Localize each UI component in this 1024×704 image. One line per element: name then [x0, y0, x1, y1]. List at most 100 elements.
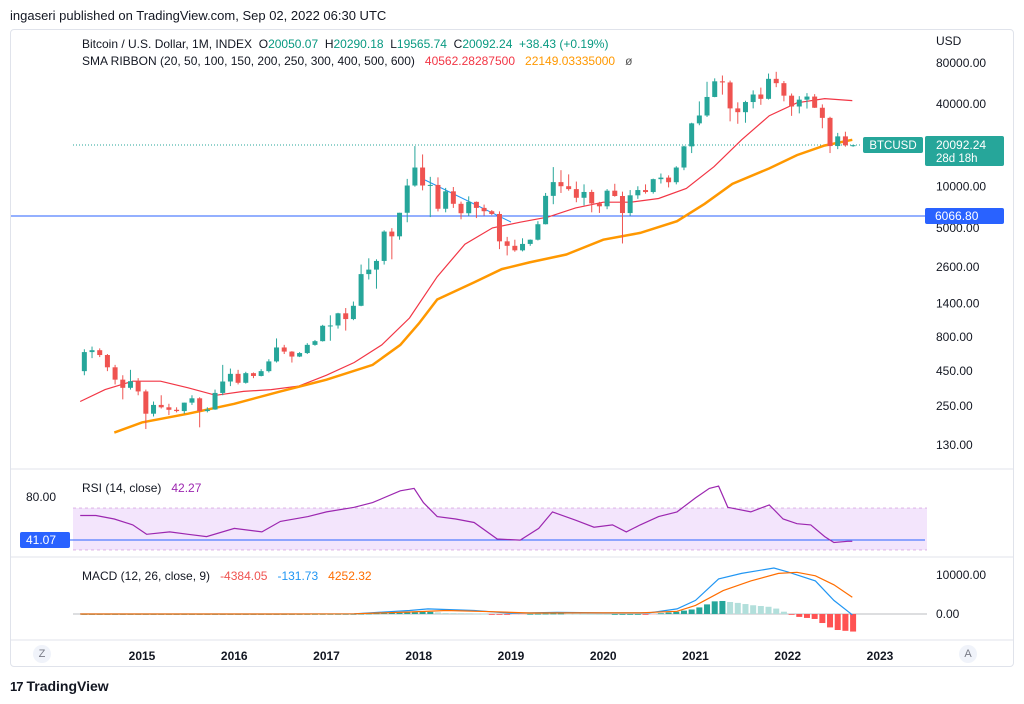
candle-body	[781, 83, 787, 96]
candle	[404, 178, 410, 223]
sma-title[interactable]: SMA RIBBON (20, 50, 100, 150, 200, 250, …	[82, 54, 415, 68]
candle-body	[489, 211, 495, 214]
macd-histogram-bar	[511, 614, 518, 615]
candle	[812, 94, 818, 108]
macd-histogram-bar	[519, 614, 526, 615]
candle	[589, 189, 595, 213]
sma-slow-line	[113, 138, 853, 434]
candle-body	[112, 367, 118, 380]
macd-histogram-bar	[719, 600, 726, 614]
candle-body	[143, 391, 149, 414]
candle	[97, 348, 103, 358]
candle	[220, 364, 226, 396]
macd-histogram-bar	[673, 611, 680, 614]
symbol-badge-text: BTCUSD	[869, 140, 916, 152]
tradingview-brand-text: TradingView	[26, 678, 109, 694]
candle	[735, 102, 741, 124]
sma-value-1: 40562.28287500	[424, 54, 515, 68]
candle-body	[343, 313, 349, 320]
candle	[635, 186, 641, 199]
price-axis-label: 2600.00	[936, 260, 980, 274]
candle	[343, 308, 349, 331]
candle	[289, 351, 295, 363]
candle	[543, 192, 549, 225]
candle	[681, 145, 687, 171]
candle	[158, 395, 164, 409]
candle-body	[427, 184, 433, 186]
candle	[458, 201, 464, 220]
candle-body	[212, 392, 218, 410]
zoom-button[interactable]: Z	[33, 645, 51, 663]
candle	[758, 87, 764, 105]
low-label: L	[390, 37, 397, 51]
candle-body	[727, 82, 733, 109]
candle-body	[712, 81, 718, 97]
rsi-current-badge-text: 41.07	[26, 533, 56, 547]
candle-body	[358, 274, 364, 306]
candle	[227, 368, 233, 387]
candle	[235, 369, 241, 385]
candle-body	[389, 231, 395, 237]
candle-body	[766, 78, 772, 99]
candle-body	[596, 203, 602, 207]
macd-histogram-bar	[750, 605, 757, 614]
sma-fast-line	[79, 97, 853, 403]
candle-body	[742, 102, 748, 113]
auto-scale-button[interactable]: A	[959, 645, 977, 663]
candle-body	[566, 186, 572, 190]
candle	[166, 403, 172, 416]
candle-body	[420, 167, 426, 186]
candle	[627, 190, 633, 216]
rsi-title[interactable]: RSI (14, close)	[82, 481, 162, 495]
price-axis-label: 800.00	[936, 330, 973, 344]
symbol-title[interactable]: Bitcoin / U.S. Dollar, 1M, INDEX	[82, 37, 253, 51]
tradingview-logo[interactable]: 17 TradingView	[10, 678, 109, 694]
macd-histogram-bar	[404, 612, 411, 614]
chart-frame	[10, 29, 1014, 667]
candle-body	[527, 239, 533, 244]
candle-body	[796, 99, 802, 107]
candle-body	[681, 146, 687, 168]
candle	[712, 78, 718, 98]
candle	[727, 80, 733, 122]
symbol-badge[interactable]	[863, 137, 923, 153]
candle	[842, 131, 848, 147]
candle-body	[650, 179, 656, 193]
main-legend: Bitcoin / U.S. Dollar, 1M, INDEX O20050.…	[82, 37, 608, 51]
macd-histogram-bar	[565, 613, 572, 615]
macd-histogram-bar	[534, 613, 541, 615]
macd-histogram-bar	[450, 613, 457, 614]
macd-histogram-bar	[727, 602, 734, 614]
price-axis-label: 10000.00	[936, 180, 986, 194]
candle	[520, 238, 526, 252]
candle	[335, 312, 341, 329]
macd-title[interactable]: MACD (12, 26, close, 9)	[82, 569, 211, 583]
candle	[527, 239, 533, 246]
candle-body	[158, 404, 164, 408]
candle-body	[696, 115, 702, 124]
time-axis-label: 2022	[774, 649, 801, 663]
macd-histogram-bar	[381, 613, 388, 614]
candle-body	[804, 96, 810, 100]
candle-body	[274, 347, 280, 362]
candle-body	[227, 373, 233, 382]
candle	[389, 228, 395, 260]
candle-body	[204, 409, 210, 412]
candle	[481, 204, 487, 216]
macd-histogram-bar	[442, 613, 449, 614]
rsi-legend: RSI (14, close) 42.27	[82, 481, 201, 495]
candle-body	[481, 207, 487, 212]
currency-label: USD	[936, 34, 962, 48]
candle	[366, 258, 372, 280]
macd-histogram-bar	[573, 613, 580, 615]
macd-histogram-bar	[527, 613, 534, 615]
eye-off-icon[interactable]: ø	[625, 54, 633, 68]
macd-histogram-bar	[627, 614, 634, 615]
change-value: +38.43 (+0.19%)	[519, 37, 609, 51]
candle	[197, 397, 203, 428]
macd-histogram-bar	[765, 606, 772, 614]
rsi-level-label: 80.00	[26, 490, 56, 504]
price-axis-label: 450.00	[936, 364, 973, 378]
macd-histogram-bar	[834, 614, 841, 631]
